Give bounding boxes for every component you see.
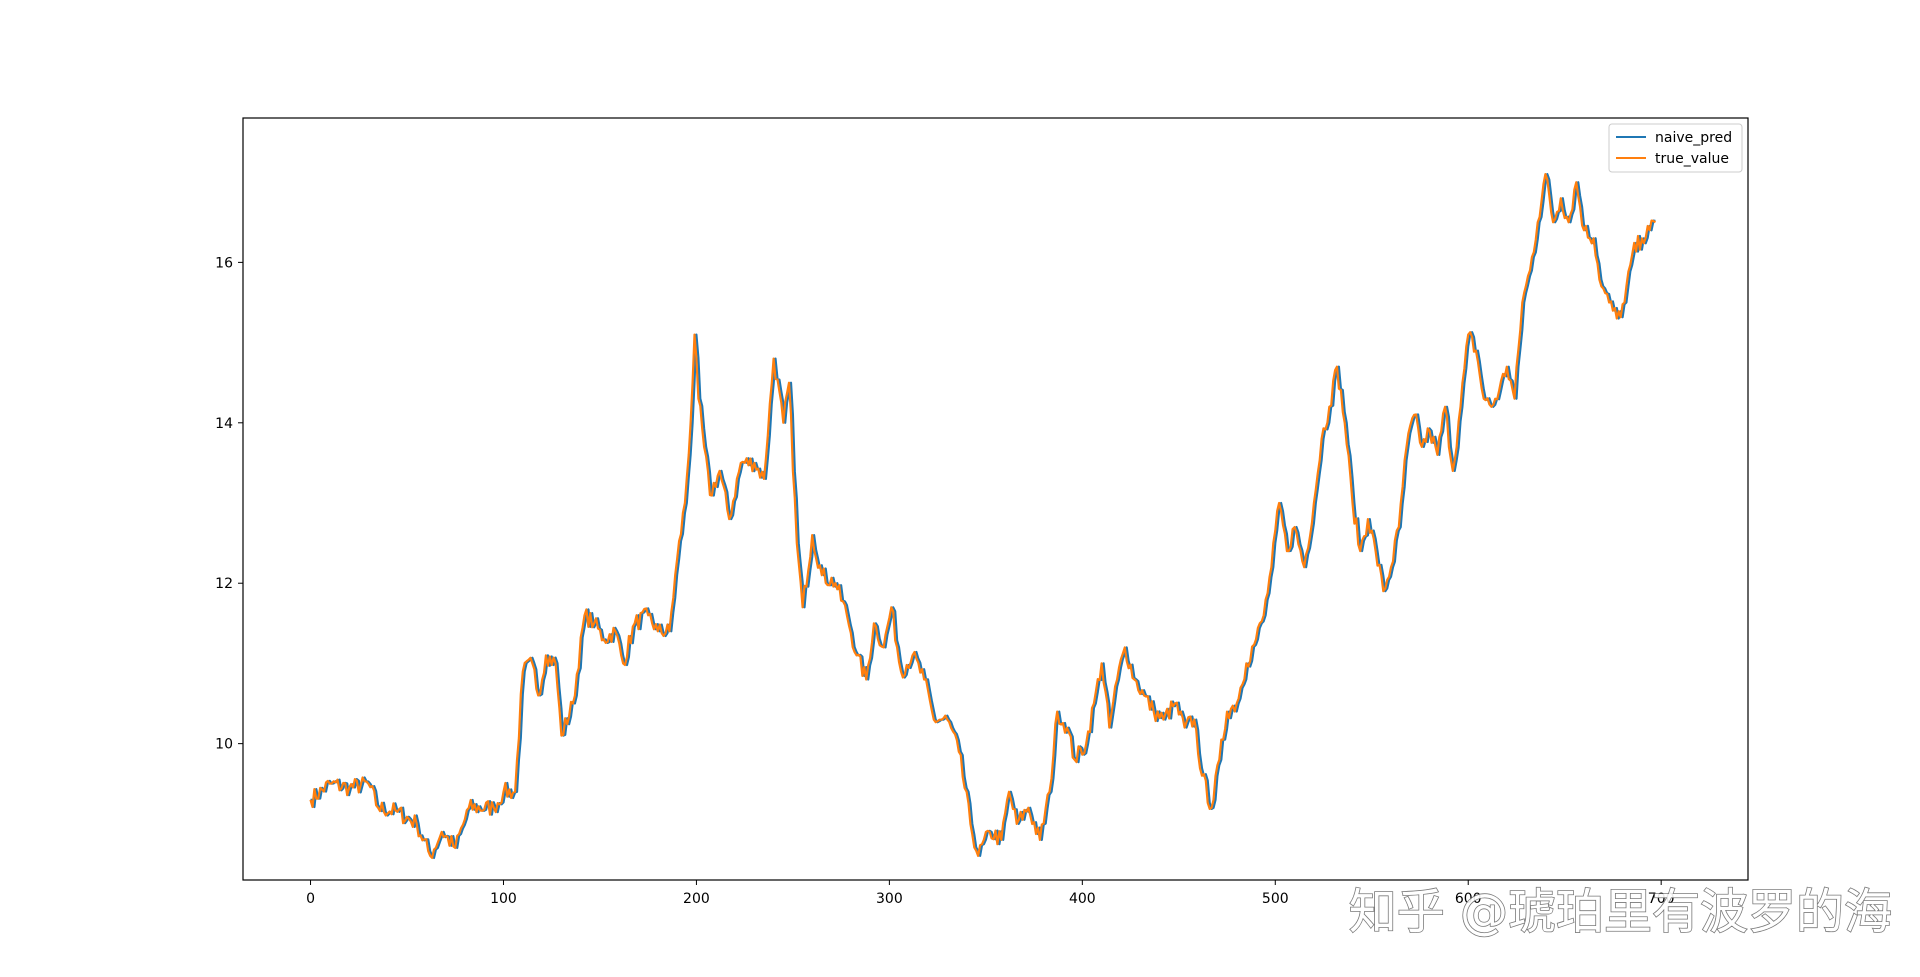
series-layer xyxy=(309,173,1657,860)
y-tick-label: 16 xyxy=(215,255,233,271)
axes-frame xyxy=(242,117,1749,881)
y-tick-label: 14 xyxy=(215,416,233,432)
legend: naive_pred true_value xyxy=(1608,123,1743,173)
x-tick-label: 400 xyxy=(1069,891,1096,907)
legend-label-naive-pred: naive_pred xyxy=(1655,130,1732,146)
x-tick-label: 600 xyxy=(1455,891,1482,907)
y-tick-label: 10 xyxy=(215,737,233,753)
x-tick-label: 300 xyxy=(876,891,903,907)
y-tick-label: 12 xyxy=(215,576,233,592)
series-line-true-value xyxy=(309,173,1657,860)
x-tick-label: 500 xyxy=(1262,891,1289,907)
plot-area: 0 100 200 300 400 500 600 700 10 12 14 16 xyxy=(215,117,1749,907)
watermark-text: 知乎 @琥珀里有波罗的海 xyxy=(1349,884,1892,940)
x-tick-label: 0 xyxy=(306,891,315,907)
x-tick-label: 100 xyxy=(490,891,517,907)
x-axis: 0 100 200 300 400 500 600 700 xyxy=(306,880,1675,907)
x-tick-label: 200 xyxy=(683,891,710,907)
x-tick-label: 700 xyxy=(1648,891,1675,907)
y-axis: 10 12 14 16 xyxy=(215,255,243,753)
legend-label-true-value: true_value xyxy=(1655,151,1729,167)
